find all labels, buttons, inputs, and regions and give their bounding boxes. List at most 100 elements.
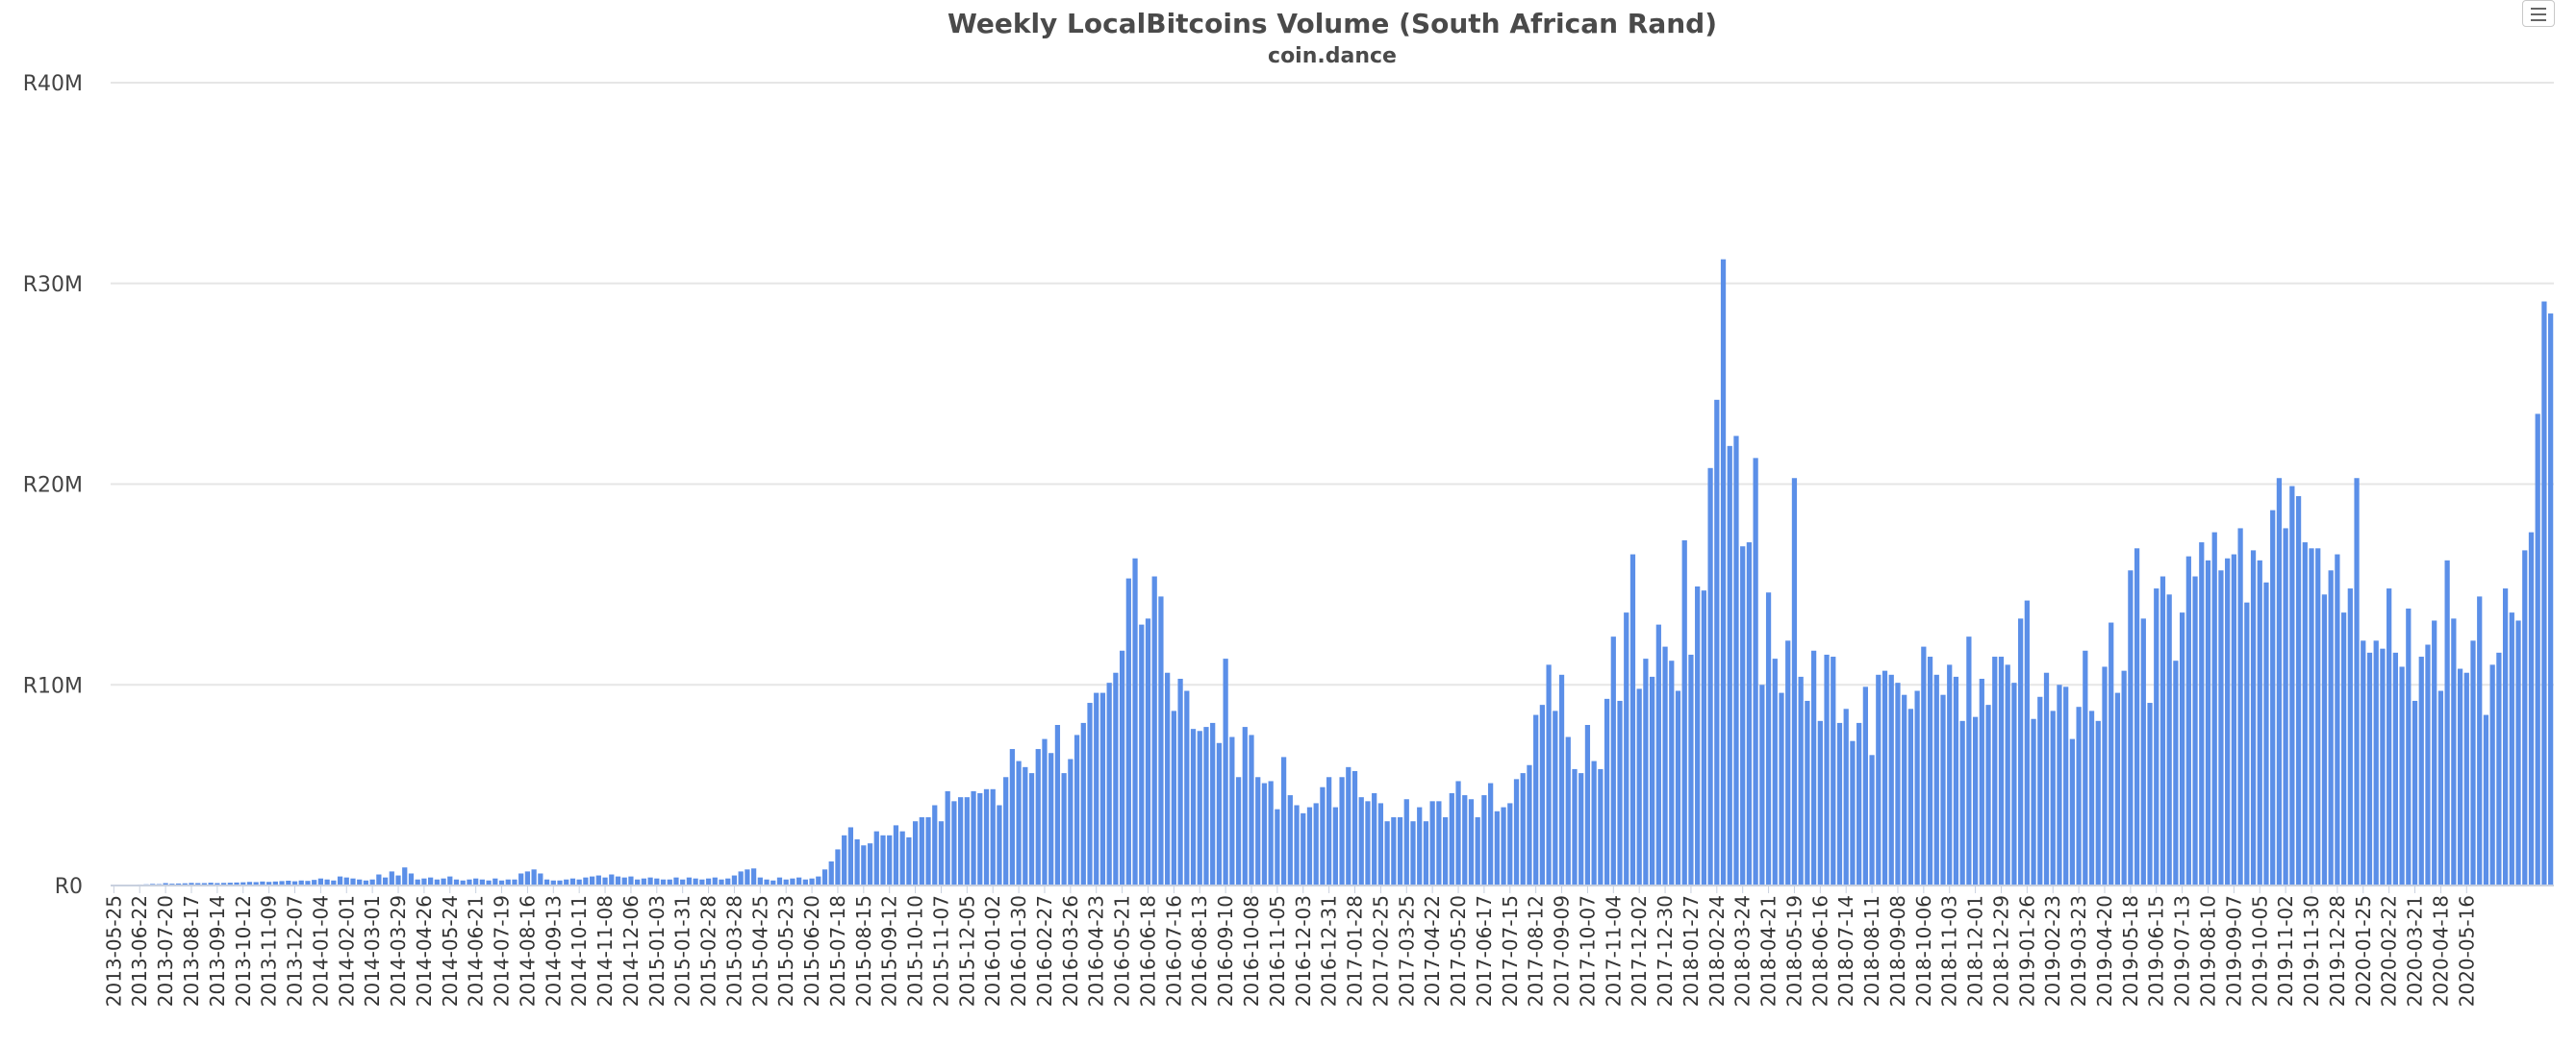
bar[interactable] [1643,659,1649,886]
bar[interactable] [1733,436,1739,886]
bar[interactable] [1553,711,1558,886]
bar[interactable] [1759,685,1765,886]
bar[interactable] [1675,690,1681,886]
bar[interactable] [816,876,821,886]
bar[interactable] [518,873,524,886]
bar[interactable] [660,879,667,886]
bar[interactable] [1468,799,1475,886]
bar[interactable] [272,881,278,886]
bar[interactable] [1662,646,1668,886]
bar[interactable] [1772,659,1778,886]
bar[interactable] [350,878,356,886]
bar[interactable] [2095,720,2101,886]
bar[interactable] [246,882,253,886]
bar[interactable] [1384,821,1390,886]
bar[interactable] [2076,707,2082,886]
bar[interactable] [1119,650,1125,886]
bar[interactable] [208,883,214,886]
bar[interactable] [809,878,815,886]
bar[interactable] [745,869,750,886]
bar[interactable] [1365,801,1371,886]
bar[interactable] [421,878,427,886]
bar[interactable] [2225,558,2231,886]
bar[interactable] [2211,532,2217,886]
bar[interactable] [2392,652,2398,886]
bar[interactable] [324,879,330,886]
bar[interactable] [1836,722,1843,886]
bar[interactable] [583,877,589,886]
bar[interactable] [880,835,886,886]
bar[interactable] [2406,608,2412,886]
bar[interactable] [1785,640,1791,886]
bar[interactable] [2128,570,2134,886]
bar[interactable] [802,879,808,886]
bar[interactable] [1998,657,2005,886]
bar[interactable] [2263,582,2269,886]
bar[interactable] [1895,683,1901,886]
bar[interactable] [1346,766,1351,886]
bar[interactable] [1927,657,1933,886]
bar[interactable] [1591,761,1597,886]
bar[interactable] [1139,624,1145,886]
bar[interactable] [512,879,518,886]
bar[interactable] [2257,560,2262,886]
bar[interactable] [1229,736,1235,886]
bar[interactable] [854,838,860,886]
bar[interactable] [686,877,693,886]
bar[interactable] [317,878,324,886]
bar[interactable] [415,879,420,886]
bar[interactable] [828,861,834,886]
bar[interactable] [2088,711,2095,886]
bar[interactable] [1992,657,1998,886]
bar[interactable] [725,878,731,886]
bar[interactable] [531,869,537,886]
bar[interactable] [2328,570,2334,886]
bar[interactable] [2366,652,2373,886]
bar[interactable] [1655,624,1661,886]
bar[interactable] [893,825,899,886]
bar[interactable] [1843,709,1849,886]
bar[interactable] [1475,817,1480,886]
bar[interactable] [2548,313,2554,886]
bar[interactable] [1669,661,1675,886]
bar[interactable] [1397,817,1403,886]
bar[interactable] [2321,594,2328,886]
bar[interactable] [2199,542,2205,886]
bar[interactable] [1184,690,1190,886]
bar[interactable] [958,797,964,886]
bar[interactable] [1339,777,1345,886]
bar[interactable] [654,878,660,886]
bar[interactable] [990,788,996,886]
bar[interactable] [699,879,705,886]
bar[interactable] [912,821,919,886]
bar[interactable] [1701,590,1706,886]
bar[interactable] [647,877,653,886]
bar[interactable] [1481,795,1487,886]
bar[interactable] [189,883,194,886]
bar[interactable] [757,877,763,886]
bar[interactable] [1132,558,1138,886]
bar[interactable] [389,871,394,886]
bar[interactable] [925,817,931,886]
bar[interactable] [1940,694,1946,886]
bar[interactable] [2451,618,2457,886]
bar[interactable] [1947,664,1953,886]
bar[interactable] [473,878,479,886]
bar[interactable] [163,883,168,886]
bar[interactable] [447,876,453,886]
bar[interactable] [628,876,634,886]
bar[interactable] [1016,761,1022,886]
bar[interactable] [2477,596,2483,886]
bar[interactable] [1042,738,1048,886]
bar[interactable] [1048,753,1054,886]
bar[interactable] [2173,661,2179,886]
bar[interactable] [1862,686,1868,886]
bar[interactable] [298,880,304,886]
bar[interactable] [1746,542,1753,886]
bar[interactable] [1779,692,1784,886]
bar[interactable] [1565,736,1571,886]
bar[interactable] [1831,657,1836,886]
bar[interactable] [1765,592,1772,886]
bar[interactable] [1817,720,1823,886]
bar[interactable] [1805,700,1810,886]
